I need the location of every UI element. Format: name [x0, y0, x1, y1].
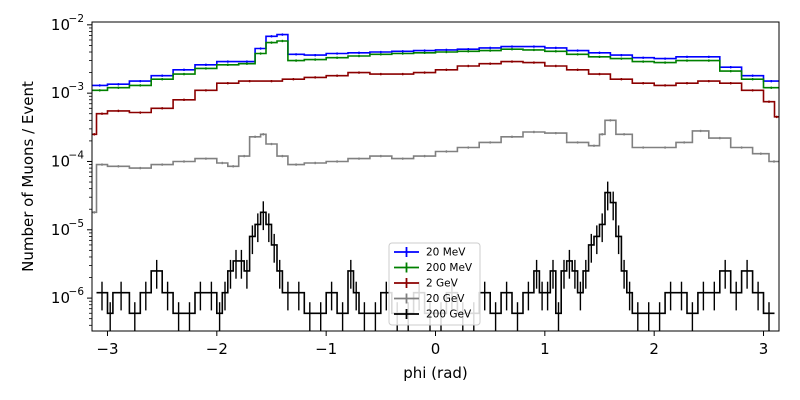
y-tick-label: 10: [51, 221, 70, 239]
x-tick-label: −1: [315, 340, 337, 358]
y-tick-exponent: −2: [69, 13, 84, 25]
x-tick-label: −3: [96, 340, 118, 358]
legend: 20 MeV 200 MeV 2 GeV 20 GeV 200 GeV: [388, 242, 481, 326]
x-tick-label: 1: [540, 340, 550, 358]
x-tick-label: 0: [431, 340, 441, 358]
series-line: [92, 119, 779, 214]
legend-label: 20 GeV: [426, 293, 465, 305]
series-20-gev: [92, 119, 779, 214]
y-axis: 10−610−510−410−310−2: [51, 13, 92, 326]
y-tick-label: 10: [51, 16, 70, 34]
y-axis-title: Number of Muons / Event: [19, 81, 37, 272]
legend-item: 2 GeV: [394, 278, 459, 290]
legend-item: 20 MeV: [394, 247, 466, 259]
y-tick-exponent: −4: [69, 149, 85, 161]
plot-area: [92, 33, 779, 331]
legend-label: 2 GeV: [426, 278, 459, 290]
legend-label: 200 MeV: [426, 262, 473, 274]
series-line: [92, 40, 779, 92]
series-200-gev: [96, 181, 775, 331]
series-line: [92, 33, 779, 87]
series-200-mev: [92, 39, 779, 92]
series-20-mev: [92, 33, 779, 87]
legend-item: 200 GeV: [394, 309, 472, 321]
x-tick-label: −2: [206, 340, 228, 358]
legend-item: 20 GeV: [394, 293, 465, 305]
legend-label: 200 GeV: [426, 309, 472, 321]
legend-label: 20 MeV: [426, 247, 466, 259]
series-2-gev: [92, 60, 779, 136]
x-axis: −3 −2 −1 0 1 2 3: [96, 331, 768, 358]
y-tick-exponent: −5: [69, 218, 84, 230]
y-tick-label: 10: [51, 289, 70, 307]
x-tick-label: 2: [649, 340, 659, 358]
legend-box: [388, 242, 481, 326]
y-tick-label: 10: [51, 84, 70, 102]
x-axis-title: phi (rad): [403, 364, 468, 382]
y-tick-label: 10: [51, 152, 70, 170]
y-tick-exponent: −6: [69, 286, 85, 298]
legend-item: 200 MeV: [394, 262, 473, 274]
y-tick-exponent: −3: [69, 81, 84, 93]
x-tick-label: 3: [759, 340, 769, 358]
